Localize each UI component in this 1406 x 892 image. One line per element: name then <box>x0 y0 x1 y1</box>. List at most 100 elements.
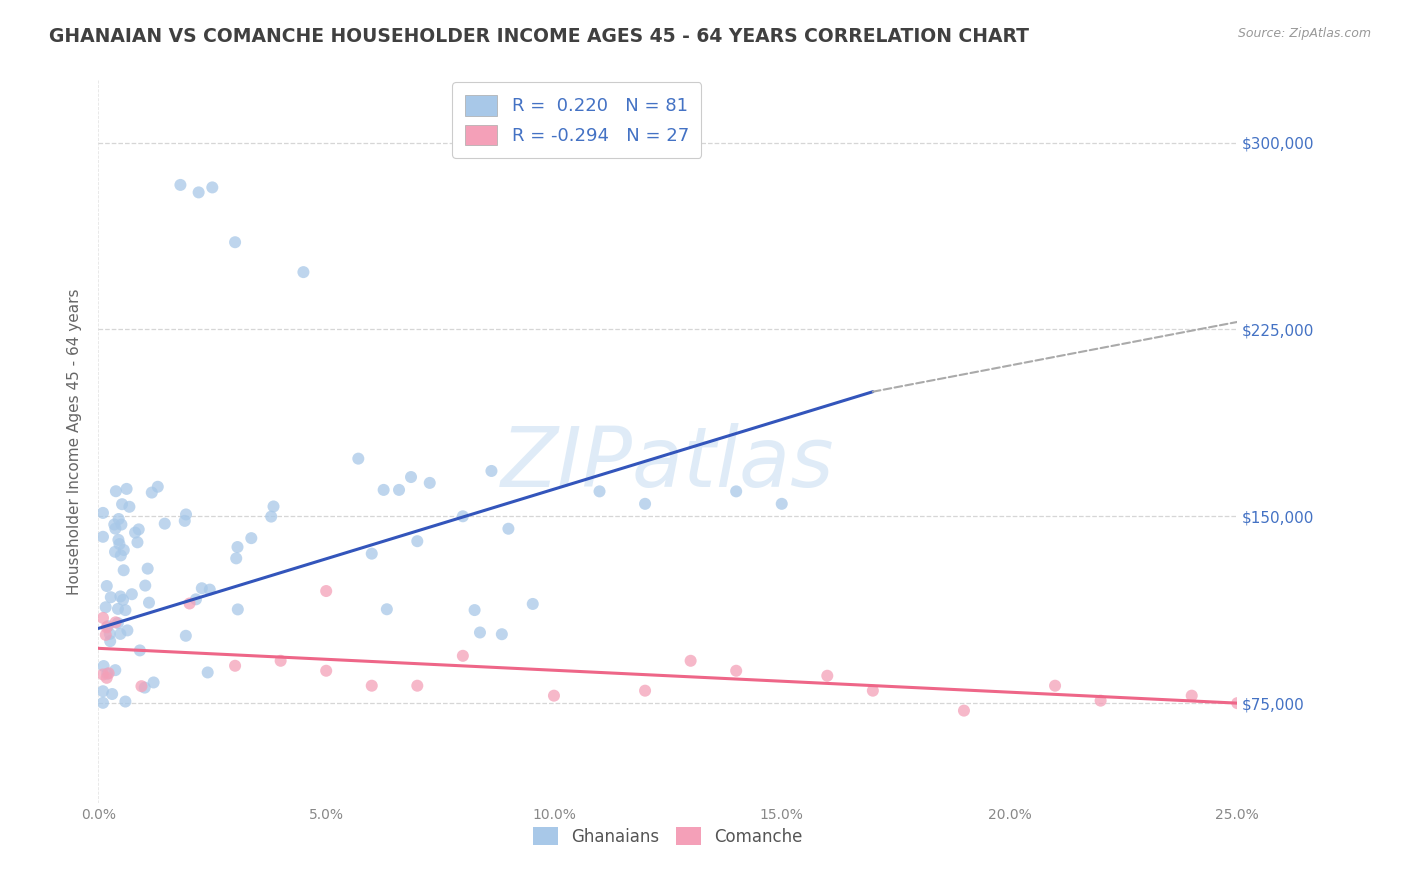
Point <box>112 563 135 577</box>
Point <box>104 522 127 536</box>
Point <box>468 625 491 640</box>
Point <box>100 591 122 605</box>
Point <box>96 671 118 685</box>
Y-axis label: Householder Income Ages 45 - 64 years: Householder Income Ages 45 - 64 years <box>66 288 82 595</box>
Point <box>679 654 702 668</box>
Point <box>491 627 513 641</box>
Point <box>136 561 159 575</box>
Point <box>179 597 201 611</box>
Point <box>118 500 141 514</box>
Point <box>117 624 139 638</box>
Point <box>240 531 263 545</box>
Point <box>347 451 370 466</box>
Point <box>91 530 114 544</box>
Point <box>419 475 441 490</box>
Point <box>315 584 337 599</box>
Point <box>138 596 160 610</box>
Point <box>94 600 117 615</box>
Point <box>1043 679 1066 693</box>
Point <box>770 497 793 511</box>
Point <box>121 587 143 601</box>
Point <box>224 658 246 673</box>
Point <box>93 659 115 673</box>
Point <box>451 648 474 663</box>
Point <box>315 664 337 678</box>
Legend: Ghanaians, Comanche: Ghanaians, Comanche <box>526 821 810 852</box>
Point <box>1226 696 1249 710</box>
Point <box>498 522 520 536</box>
Point <box>111 497 134 511</box>
Point <box>375 602 398 616</box>
Point <box>107 602 129 616</box>
Point <box>101 687 124 701</box>
Point <box>124 525 146 540</box>
Point <box>270 654 292 668</box>
Point <box>110 549 132 563</box>
Point <box>292 265 315 279</box>
Point <box>91 684 114 698</box>
Point <box>96 620 118 634</box>
Point <box>134 578 156 592</box>
Point <box>184 592 207 607</box>
Point <box>174 629 197 643</box>
Point <box>197 665 219 680</box>
Point <box>260 509 283 524</box>
Point <box>104 545 127 559</box>
Point <box>97 666 120 681</box>
Point <box>226 602 249 616</box>
Point <box>1181 689 1204 703</box>
Point <box>360 547 382 561</box>
Point <box>112 543 135 558</box>
Point <box>1090 693 1112 707</box>
Point <box>127 535 149 549</box>
Point <box>114 603 136 617</box>
Point <box>634 497 657 511</box>
Point <box>91 506 114 520</box>
Point <box>406 679 429 693</box>
Text: GHANAIAN VS COMANCHE HOUSEHOLDER INCOME AGES 45 - 64 YEARS CORRELATION CHART: GHANAIAN VS COMANCHE HOUSEHOLDER INCOME … <box>49 27 1029 45</box>
Point <box>191 581 214 595</box>
Point <box>225 551 247 566</box>
Point <box>142 675 165 690</box>
Point <box>107 616 129 631</box>
Point <box>134 681 156 695</box>
Point <box>111 592 134 607</box>
Point <box>173 514 195 528</box>
Point <box>104 484 127 499</box>
Point <box>522 597 544 611</box>
Point <box>406 534 429 549</box>
Point <box>107 533 129 547</box>
Point <box>141 485 163 500</box>
Point <box>128 522 150 536</box>
Point <box>481 464 503 478</box>
Point <box>110 517 132 532</box>
Point <box>98 627 121 641</box>
Point <box>226 540 249 554</box>
Point <box>224 235 246 250</box>
Point <box>110 590 132 604</box>
Point <box>131 679 153 693</box>
Point <box>96 666 118 681</box>
Point <box>263 500 285 514</box>
Point <box>153 516 176 531</box>
Point <box>360 679 382 693</box>
Point <box>725 664 748 678</box>
Point <box>399 470 422 484</box>
Point <box>96 579 118 593</box>
Point <box>373 483 395 497</box>
Text: ZIPatlas: ZIPatlas <box>501 423 835 504</box>
Point <box>91 611 114 625</box>
Point <box>103 517 125 532</box>
Point <box>388 483 411 497</box>
Point <box>104 663 127 677</box>
Point <box>114 694 136 708</box>
Point <box>198 582 221 597</box>
Point <box>451 509 474 524</box>
Point <box>815 669 838 683</box>
Point <box>464 603 486 617</box>
Text: Source: ZipAtlas.com: Source: ZipAtlas.com <box>1237 27 1371 40</box>
Point <box>862 683 884 698</box>
Point <box>588 484 610 499</box>
Point <box>91 667 114 681</box>
Point <box>201 180 224 194</box>
